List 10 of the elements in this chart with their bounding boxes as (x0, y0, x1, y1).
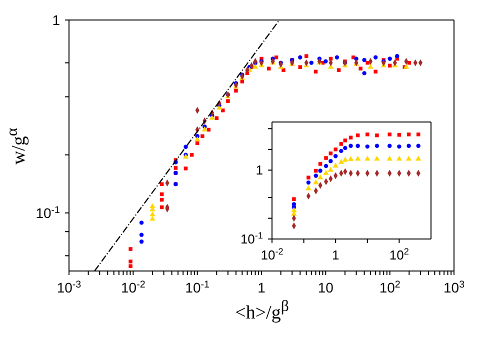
x-tick-label: 10$^{3}$ (443, 279, 466, 296)
x-tick-label: 10$^{-3}$ (56, 279, 82, 296)
x-tick-label: 10 (318, 280, 334, 296)
x-axis-title: <h>/g$^{β}$ (234, 298, 290, 324)
x-tick-label: 10$^{2}$ (389, 246, 409, 263)
x-tick-label: 10$^{2}$ (379, 279, 400, 296)
x-tick-label: 10$^{-2}$ (121, 279, 146, 296)
x-tick-label: 1 (332, 248, 340, 263)
x-tick-label: 10$^{-1}$ (185, 279, 210, 296)
x-tick-label: 10$^{-2}$ (260, 246, 284, 263)
